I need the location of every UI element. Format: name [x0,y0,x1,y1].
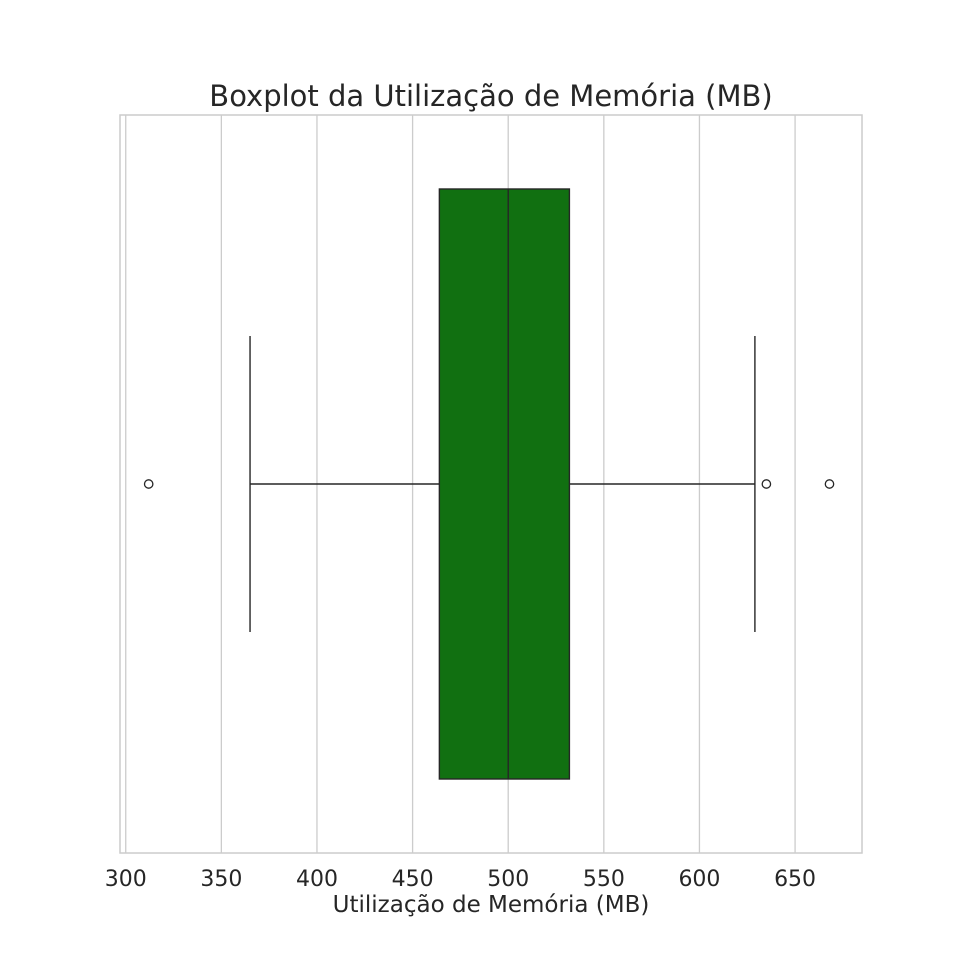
x-tick-label-550: 550 [583,867,625,892]
x-tick-label-400: 400 [296,867,338,892]
x-axis-label: Utilização de Memória (MB) [333,892,650,918]
outlier-point-1 [143,479,154,489]
chart-title: Boxplot da Utilização de Memória (MB) [209,79,772,113]
x-tick-label-600: 600 [678,867,720,892]
boxplot-group [143,188,835,780]
x-tick-label-300: 300 [105,867,147,892]
x-tick-label-650: 650 [774,867,816,892]
x-tick-label-350: 350 [200,867,242,892]
x-tick-label-450: 450 [392,867,434,892]
outlier-point-2 [761,479,772,489]
x-tick-labels: 300 350 400 450 500 550 600 650 [105,867,816,892]
outlier-point-3 [824,479,835,489]
x-tick-label-500: 500 [487,867,529,892]
plot-frame [119,114,863,854]
iqr-box [438,188,571,780]
